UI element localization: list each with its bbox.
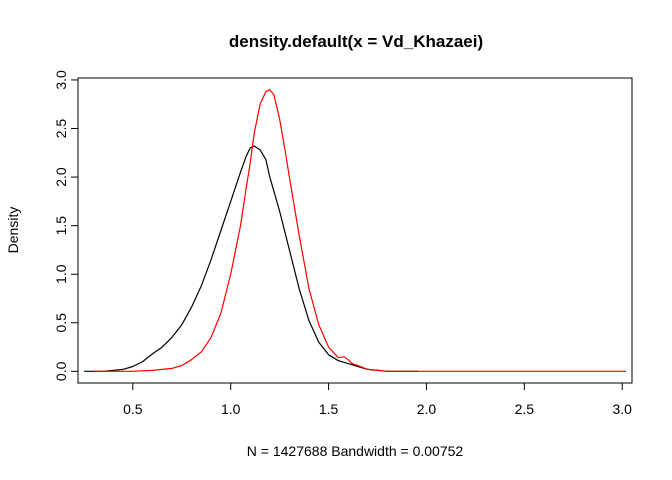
y-tick-label: 1.5 (53, 216, 69, 236)
x-tick-label: 1.5 (319, 401, 339, 417)
density-line (83, 145, 419, 372)
y-tick-label: 0.0 (53, 361, 69, 381)
x-axis: 0.5 1.0 1.5 2.0 2.5 3.0 (123, 382, 632, 417)
x-tick-label: 3.0 (612, 401, 632, 417)
density-line (93, 89, 627, 372)
x-tick-label: 1.0 (221, 401, 241, 417)
plot-frame (77, 77, 633, 384)
y-tick-label: 2.0 (53, 167, 69, 187)
y-axis: 0.0 0.5 1.0 1.5 2.0 2.5 3.0 (53, 70, 79, 381)
chart-title: density.default(x = Vd_Khazaei) (229, 32, 483, 51)
x-tick-label: 0.5 (123, 401, 143, 417)
series-group (83, 89, 627, 372)
y-axis-label: Density (5, 207, 21, 254)
x-tick-label: 2.5 (515, 401, 535, 417)
x-tick-label: 2.0 (417, 401, 437, 417)
y-tick-label: 0.5 (53, 313, 69, 333)
y-tick-label: 3.0 (53, 70, 69, 90)
y-tick-label: 1.0 (53, 264, 69, 284)
x-axis-label: N = 1427688 Bandwidth = 0.00752 (247, 443, 464, 459)
y-tick-label: 2.5 (53, 119, 69, 139)
